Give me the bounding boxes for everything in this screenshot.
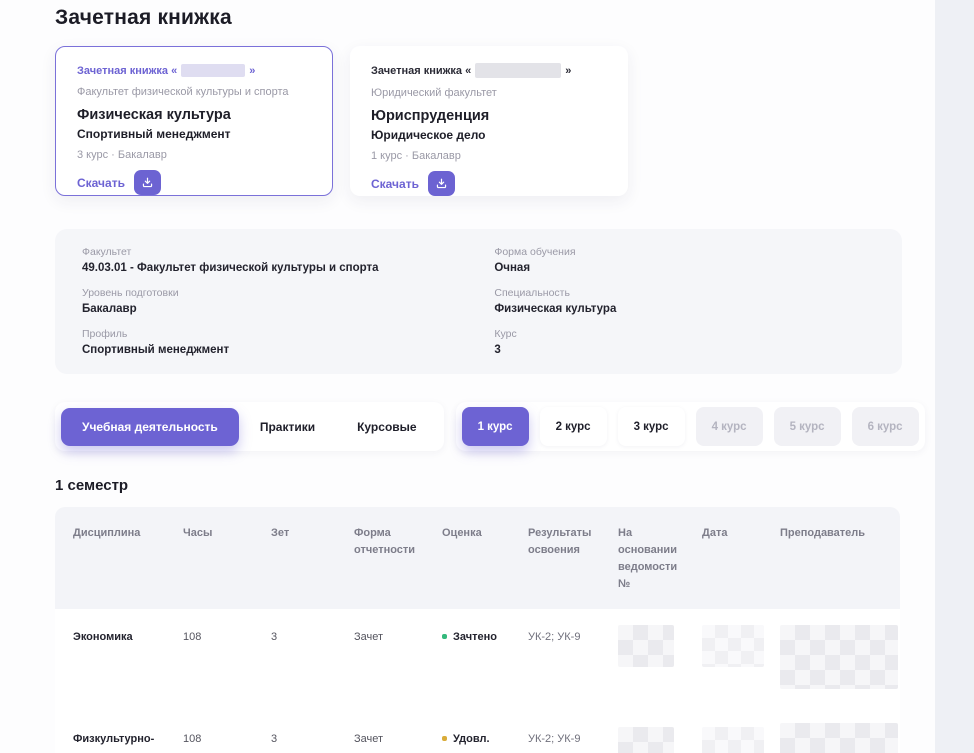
col-header-hours: Часы — [183, 527, 213, 539]
cell-teacher — [780, 625, 900, 690]
download-icon — [435, 177, 448, 190]
semester-title: 1 семестр — [55, 477, 129, 494]
grade-label: Удовл. — [453, 733, 490, 746]
cell-sheet-number — [618, 625, 702, 689]
card-profile: Спортивный менеджмент — [77, 127, 231, 141]
col-header-discipline: Дисциплина — [73, 527, 141, 539]
booklet-card-jurisprudence[interactable]: Зачетная книжка « » Юридический факульте… — [350, 46, 628, 196]
booklet-number-prefix: Зачетная книжка « — [371, 64, 472, 77]
redacted-date — [702, 727, 764, 753]
redacted-booklet-number — [475, 63, 562, 78]
info-field-faculty: Факультет 49.03.01 - Факультет физическо… — [82, 246, 379, 274]
table-row: Экономика 108 3 Зачет Зачтено УК-2; УК-9 — [55, 609, 900, 712]
booklet-number-link[interactable]: Зачетная книжка « » — [371, 63, 607, 78]
table-row: Физкультурно-оздоровительные технологии … — [55, 711, 900, 753]
redacted-teacher — [780, 723, 898, 753]
cell-grade: Зачтено — [442, 629, 528, 689]
cell-teacher — [780, 723, 900, 753]
card-faculty: Юридический факультет — [371, 87, 497, 99]
redacted-booklet-number — [181, 64, 246, 77]
booklet-number-prefix: Зачетная книжка « — [77, 64, 178, 77]
booklet-number-link[interactable]: Зачетная книжка « » — [77, 64, 311, 77]
redacted-date — [702, 625, 764, 668]
cell-zet: 3 — [271, 733, 278, 746]
page-right-gutter — [935, 0, 974, 753]
course-tab-2[interactable]: 2 курс — [539, 407, 607, 446]
cell-date — [702, 727, 780, 753]
course-tab-1[interactable]: 1 курс — [461, 407, 529, 446]
booklet-number-suffix: » — [249, 64, 256, 77]
course-tabbar: 1 курс 2 курс 3 курс 4 курс 5 курс 6 кур… — [455, 402, 925, 451]
study-info-panel: Факультет 49.03.01 - Факультет физическо… — [55, 229, 902, 374]
col-header-grade: Оценка — [442, 527, 482, 539]
card-program: Юриспруденция — [371, 108, 490, 124]
cell-zet: 3 — [271, 631, 278, 644]
course-tab-5[interactable]: 5 курс — [773, 407, 841, 446]
grades-table: Дисциплина Часы Зет Форма отчетности Оце… — [55, 507, 900, 753]
info-field-level: Уровень подготовки Бакалавр — [82, 287, 179, 315]
col-header-competencies: Результаты освоения — [528, 527, 592, 557]
info-column-right: Форма обучения Очная Специальность Физич… — [494, 246, 875, 369]
booklet-cards: Зачетная книжка « » Факультет физической… — [55, 46, 880, 196]
gradebook-page: Зачетная книжка Зачетная книжка « » Факу… — [55, 6, 919, 753]
tab-study-activity[interactable]: Учебная деятельность — [61, 407, 239, 446]
download-icon — [141, 176, 154, 189]
download-link[interactable]: Скачать — [371, 176, 419, 191]
cell-discipline: Экономика — [73, 631, 133, 644]
booklet-number-suffix: » — [565, 64, 572, 77]
cell-discipline: Физкультурно-оздоровительные технологии — [73, 733, 173, 753]
info-column-left: Факультет 49.03.01 - Факультет физическо… — [82, 246, 494, 369]
redacted-sheet-number — [618, 727, 674, 753]
tab-coursework[interactable]: Курсовые — [336, 408, 437, 446]
table-header-row: Дисциплина Часы Зет Форма отчетности Оце… — [55, 507, 900, 610]
grade-label: Зачтено — [453, 631, 497, 644]
section-tabbar: Учебная деятельность Практики Курсовые — [55, 402, 444, 451]
redacted-sheet-number — [618, 625, 674, 668]
col-header-report-form: Форма отчетности — [354, 527, 416, 557]
download-link[interactable]: Скачать — [77, 175, 125, 190]
cell-hours: 108 — [183, 733, 202, 746]
info-field-profile: Профиль Спортивный менеджмент — [82, 328, 230, 356]
cell-sheet-number — [618, 727, 702, 753]
tab-practices[interactable]: Практики — [239, 408, 336, 446]
card-program: Физическая культура — [77, 107, 231, 123]
card-course-info: 3 курс · Бакалавр — [77, 149, 167, 161]
cell-grade: Удовл. — [442, 731, 528, 753]
card-course-info: 1 курс · Бакалавр — [371, 150, 461, 162]
col-header-sheet-number: На основании ведомости № — [618, 527, 678, 591]
col-header-teacher: Преподаватель — [780, 527, 866, 539]
cell-hours: 108 — [183, 631, 202, 644]
page-title: Зачетная книжка — [55, 6, 232, 29]
col-header-date: Дата — [702, 527, 728, 539]
grade-status-dot — [442, 736, 447, 742]
cell-competencies: УК-2; УК-9 — [528, 631, 581, 644]
download-button[interactable] — [133, 170, 161, 195]
cell-report-form: Зачет — [354, 733, 384, 746]
booklet-card-physical-culture[interactable]: Зачетная книжка « » Факультет физической… — [55, 46, 333, 196]
col-header-zet: Зет — [271, 527, 290, 539]
grade-status-dot — [442, 634, 447, 640]
download-button[interactable] — [427, 171, 455, 196]
cell-report-form: Зачет — [354, 631, 384, 644]
redacted-teacher — [780, 625, 898, 690]
info-field-study-form: Форма обучения Очная — [494, 246, 576, 274]
info-field-specialty: Специальность Физическая культура — [494, 287, 617, 315]
card-faculty: Факультет физической культуры и спорта — [77, 86, 289, 98]
cell-competencies: УК-2; УК-9 — [528, 733, 581, 746]
cell-date — [702, 625, 780, 689]
info-field-course: Курс 3 — [494, 328, 517, 356]
course-tab-3[interactable]: 3 курс — [617, 407, 685, 446]
course-tab-6[interactable]: 6 курс — [851, 407, 919, 446]
card-profile: Юридическое дело — [371, 128, 486, 142]
course-tab-4[interactable]: 4 курс — [695, 407, 763, 446]
